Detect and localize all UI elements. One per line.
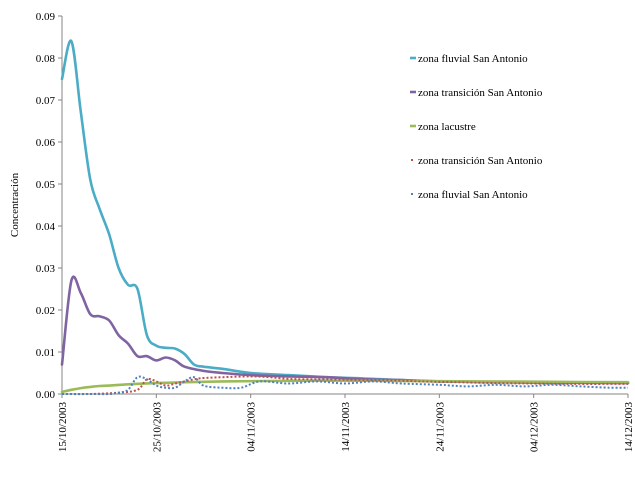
y-tick-label: 0.09 <box>36 11 56 23</box>
legend-label: zona transición San Antonio <box>418 155 543 167</box>
legend-items: zona fluvial San Antonio zona transición … <box>410 53 543 201</box>
series-line-3 <box>60 379 630 394</box>
legend-label: zona fluvial San Antonio <box>418 53 528 65</box>
legend-label: zona fluvial San Antonio <box>418 189 528 201</box>
legend-label: zona lacustre <box>418 121 476 133</box>
x-tick-label: 25/10/2003 <box>151 402 163 453</box>
x-tick-label: 24/11/2003 <box>434 402 446 452</box>
x-tick-label: 14/11/2003 <box>340 402 352 452</box>
y-axis-ticks: 0.00 0.01 0.02 0.03 0.04 0.05 0.06 0.07 0.08 0.09 <box>36 11 62 401</box>
series-lines <box>60 39 630 396</box>
y-tick-label: 0.02 <box>36 305 55 317</box>
series-line-2 <box>60 275 630 385</box>
legend-label: zona transición San Antonio <box>418 87 543 99</box>
plot-area: 0.00 0.01 0.02 0.03 0.04 0.05 0.06 0.07 0.08 0.09… <box>36 11 635 452</box>
x-tick-label: 04/12/2003 <box>529 402 541 453</box>
legend-box <box>396 34 570 212</box>
series-line-5 <box>62 375 629 396</box>
x-tick-label: 14/12/2003 <box>623 402 635 453</box>
y-tick-label: 0.08 <box>36 53 56 65</box>
y-tick-label: 0.04 <box>36 221 56 233</box>
x-axis-ticks: 15/10/2003 25/10/2003 04/11/2003 14/11/2003… <box>57 394 635 452</box>
y-tick-label: 0.07 <box>36 95 56 107</box>
x-tick-label: 04/11/2003 <box>246 402 258 452</box>
y-tick-label: 0.03 <box>36 263 56 275</box>
x-tick-label: 15/10/2003 <box>57 402 69 453</box>
legend: zona fluvial San Antonio zona transición … <box>396 34 570 212</box>
y-axis-title: Concentración <box>9 172 21 237</box>
y-tick-label: 0.01 <box>36 347 55 359</box>
y-tick-label: 0.00 <box>36 389 56 401</box>
y-tick-label: 0.05 <box>36 179 56 191</box>
y-tick-label: 0.06 <box>36 137 56 149</box>
